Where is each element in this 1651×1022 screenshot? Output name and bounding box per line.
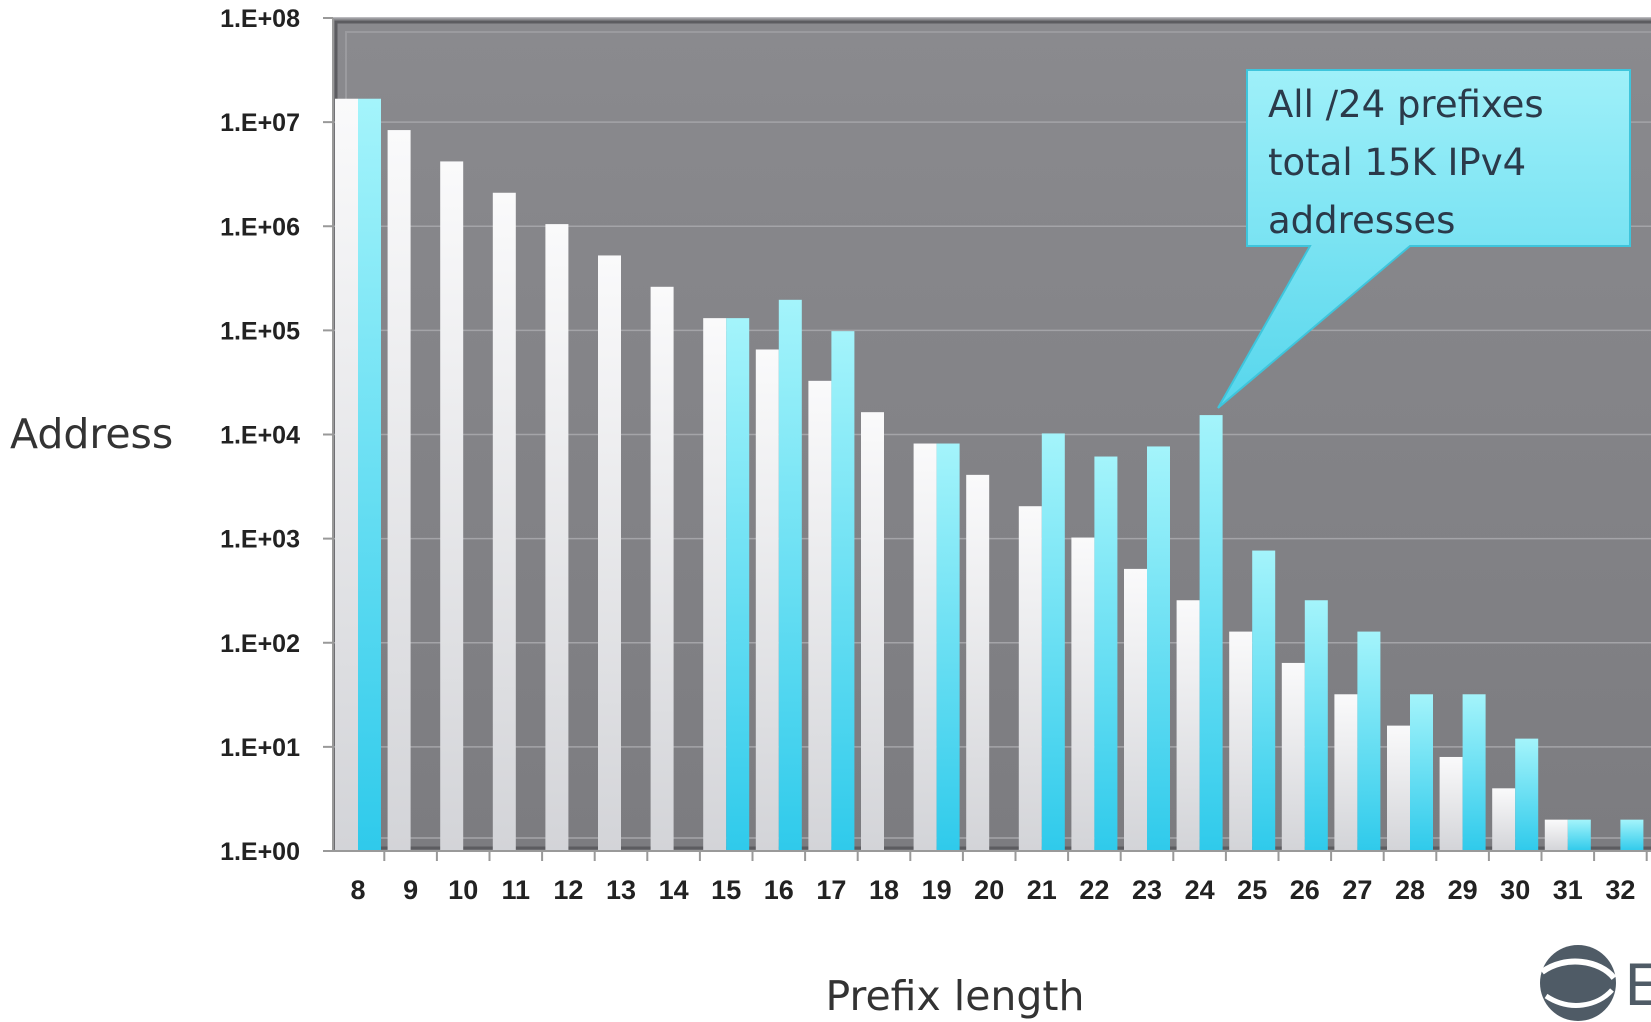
x-tick-label: 8 (350, 875, 365, 905)
x-tick-label: 15 (711, 875, 741, 905)
bar-white (492, 192, 516, 852)
bar-white (1387, 725, 1410, 851)
bar-white (1229, 631, 1253, 851)
bar-white (913, 443, 937, 851)
bar-cyan (778, 299, 802, 851)
y-tick-label: 1.E+05 (220, 317, 300, 345)
x-tick-label: 18 (869, 875, 899, 905)
bar-cyan (1410, 694, 1433, 851)
x-tick-label: 30 (1500, 875, 1530, 905)
x-tick-label: 19 (922, 875, 952, 905)
callout-bubble (1217, 69, 1631, 409)
bar-cyan (358, 98, 381, 851)
bar-white (1018, 506, 1042, 851)
y-tick-labels: 1.E+00 1.E+01 1.E+02 1.E+03 1.E+04 1.E+05 1.E+… (220, 5, 333, 866)
bars (335, 98, 1644, 852)
bar-cyan (726, 318, 750, 851)
bar-cyan (1304, 600, 1328, 851)
bar-white (861, 412, 884, 851)
bar-white (1124, 568, 1147, 851)
bar-cyan (936, 443, 960, 851)
x-tick-label: 27 (1342, 875, 1372, 905)
callout-annotation: All /24 prefixes total 15K IPv4 addresse… (1217, 69, 1631, 409)
bar-cyan (1462, 694, 1486, 851)
bar-white (966, 474, 990, 851)
bar-cyan (1147, 446, 1170, 851)
x-tick-label: 13 (606, 875, 636, 905)
x-tick-label: 17 (816, 875, 846, 905)
x-tick-label: 16 (764, 875, 794, 905)
x-tick-label: 31 (1553, 875, 1583, 905)
bar-white (598, 255, 621, 852)
bar-white (650, 286, 674, 851)
globe-swirl-icon (1540, 945, 1617, 1021)
y-tick-label: 1.E+03 (220, 526, 300, 554)
y-tick-label: 1.E+06 (220, 213, 300, 241)
y-tick-label: 1.E+07 (220, 109, 300, 137)
bar-cyan (1199, 415, 1223, 851)
y-axis-title: Address (10, 410, 173, 458)
x-tick-label: 9 (403, 875, 418, 905)
bar-white (808, 380, 832, 851)
bar-white (1492, 788, 1516, 851)
bar-cyan (1357, 631, 1381, 851)
bar-white (1281, 662, 1305, 851)
bar-white (387, 130, 411, 851)
bar-white (1071, 537, 1095, 851)
x-tick-label: 14 (659, 875, 689, 905)
bar-white (545, 224, 569, 851)
logo-letter: E (1625, 951, 1651, 1018)
bar-cyan (1515, 738, 1539, 851)
bar-white (1439, 756, 1463, 851)
callout-line-3: addresses (1268, 199, 1455, 242)
y-tick-label: 1.E+01 (220, 734, 300, 762)
bar-white (1334, 694, 1358, 851)
bar-cyan (1620, 819, 1644, 851)
x-tick-label: 12 (553, 875, 583, 905)
x-tick-label: 32 (1605, 875, 1635, 905)
x-tick-label: 29 (1448, 875, 1478, 905)
x-tick-label: 26 (1290, 875, 1320, 905)
bar-cyan (1252, 550, 1276, 851)
x-tick-label: 11 (502, 875, 531, 905)
x-axis-title: Prefix length (826, 972, 1085, 1020)
x-tick-label: 28 (1395, 875, 1425, 905)
bar-white (335, 98, 358, 851)
callout-line-2: total 15K IPv4 (1268, 141, 1526, 184)
bar-white (1176, 600, 1200, 851)
x-tick-label: 23 (1132, 875, 1162, 905)
x-tick-label: 10 (448, 875, 478, 905)
bar-white (755, 349, 779, 851)
bar-white (1544, 819, 1568, 851)
x-tick-label: 25 (1237, 875, 1267, 905)
y-tick-label: 1.E+04 (220, 422, 300, 450)
x-tick-label: 20 (974, 875, 1004, 905)
bar-cyan (1567, 819, 1591, 851)
bar-cyan (1041, 433, 1065, 851)
y-tick-label: 1.E+02 (220, 630, 300, 658)
callout-line-1: All /24 prefixes (1268, 83, 1544, 126)
x-tick-labels: 8 9 10 11 12 13 14 15 16 17 18 19 20 21 22 23 24 25 26 27 28… (350, 851, 1648, 905)
bar-cyan (831, 331, 855, 851)
bar-cyan (1094, 456, 1118, 851)
x-tick-label: 21 (1027, 875, 1057, 905)
y-tick-label: 1.E+00 (220, 838, 300, 866)
x-tick-label: 22 (1079, 875, 1109, 905)
bar-white (440, 161, 464, 852)
y-tick-label: 1.E+08 (220, 5, 300, 33)
x-tick-label: 24 (1185, 875, 1215, 905)
bar-white (703, 318, 727, 851)
